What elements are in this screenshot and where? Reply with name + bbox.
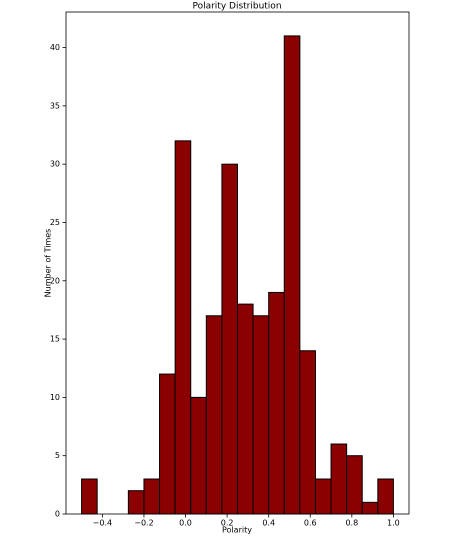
y-tick-label: 20 <box>50 276 60 285</box>
x-tick-label: 1.0 <box>387 519 400 528</box>
bar <box>159 373 176 515</box>
plot-frame <box>65 11 410 515</box>
bar <box>143 478 161 515</box>
bar <box>268 291 285 515</box>
x-tick-label: −0.2 <box>134 519 153 528</box>
bar <box>330 443 348 515</box>
y-tick-label: 0 <box>55 510 60 519</box>
x-tick-label: 0.2 <box>221 519 234 528</box>
bar <box>174 140 192 515</box>
y-tick-label: 15 <box>50 335 60 344</box>
bar <box>252 315 270 515</box>
bar <box>205 315 223 515</box>
y-tick-label: 5 <box>55 451 60 460</box>
y-tick-label: 30 <box>50 160 60 169</box>
x-tick-label: 0.6 <box>304 519 317 528</box>
bar <box>314 478 332 515</box>
y-tick-label: 35 <box>50 101 60 110</box>
bar <box>346 455 363 515</box>
x-tick-label: 0.8 <box>345 519 358 528</box>
y-tick-label: 25 <box>50 218 60 227</box>
chart-title: Polarity Distribution <box>192 2 281 12</box>
bar <box>190 396 207 515</box>
bar <box>299 350 316 515</box>
x-tick-label: 0.0 <box>179 519 192 528</box>
y-axis-label: Number of Times <box>44 229 53 298</box>
bar <box>361 501 379 515</box>
bar <box>127 490 145 515</box>
x-axis-label: Polarity <box>222 526 252 535</box>
bar <box>377 478 394 515</box>
y-tick-label: 40 <box>50 43 60 52</box>
bar <box>237 303 254 515</box>
bar <box>283 35 301 515</box>
bar <box>221 163 238 515</box>
bar <box>81 478 98 515</box>
x-tick-label: 0.4 <box>262 519 275 528</box>
y-tick-label: 10 <box>50 393 60 402</box>
x-tick-label: −0.4 <box>93 519 112 528</box>
